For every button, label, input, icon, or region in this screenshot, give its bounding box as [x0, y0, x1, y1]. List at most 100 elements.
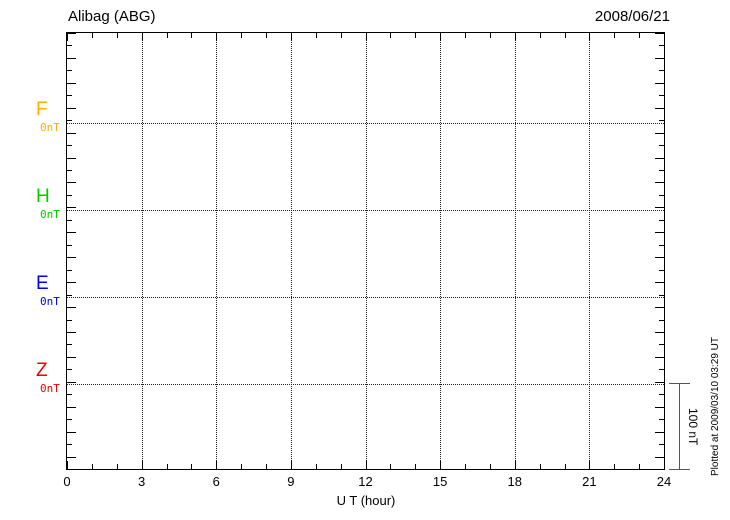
gridline-vertical [440, 33, 442, 469]
y-tick-major [655, 157, 664, 159]
y-tick-minor [67, 145, 72, 147]
y-tick-minor [67, 70, 72, 72]
x-tick-minor [614, 464, 616, 469]
x-tick-major [440, 33, 442, 41]
x-tick-minor [564, 464, 566, 469]
x-tick-minor [390, 464, 392, 469]
x-tick-minor [564, 33, 566, 38]
component-label-f: F 0nT [36, 100, 60, 134]
x-tick-minor [614, 33, 616, 38]
y-tick-minor [659, 70, 664, 72]
y-tick-major [67, 157, 76, 159]
y-tick-minor [659, 394, 664, 396]
y-tick-minor [659, 194, 664, 196]
y-tick-minor [67, 269, 72, 271]
x-tick-minor [415, 33, 417, 38]
y-tick-minor [67, 45, 72, 47]
y-tick-minor [659, 244, 664, 246]
y-tick-major [67, 356, 76, 358]
y-tick-minor [659, 120, 664, 122]
gridline-vertical [589, 33, 591, 469]
x-tick-minor [116, 33, 118, 38]
y-tick-minor [67, 319, 72, 321]
x-tick-minor [539, 33, 541, 38]
y-tick-major [67, 232, 76, 234]
y-tick-minor [659, 145, 664, 147]
y-tick-major [655, 107, 664, 109]
x-tick-minor [116, 464, 118, 469]
x-tick-major [141, 33, 143, 41]
y-tick-major [655, 182, 664, 184]
y-tick-major [655, 207, 664, 209]
y-tick-major [67, 381, 76, 383]
y-tick-minor [659, 344, 664, 346]
y-tick-minor [67, 369, 72, 371]
x-axis-tick-label: 6 [212, 474, 220, 489]
y-tick-minor [67, 219, 72, 221]
gridline-vertical [514, 33, 516, 469]
y-tick-major [67, 107, 76, 109]
x-tick-minor [315, 464, 317, 469]
x-tick-minor [639, 33, 641, 38]
component-letter-h: H [36, 186, 50, 207]
y-tick-minor [659, 219, 664, 221]
x-tick-minor [266, 464, 267, 469]
component-baseline-value-f: 0nT [40, 121, 60, 134]
y-tick-minor [67, 394, 72, 396]
x-axis-tick-label: 3 [138, 474, 146, 489]
y-tick-minor [659, 170, 664, 172]
component-label-z: Z 0nT [36, 361, 60, 395]
component-letter-z: Z [36, 360, 48, 381]
y-tick-major [67, 182, 76, 184]
x-tick-major [365, 33, 367, 41]
component-baseline-value-e: 0nT [40, 295, 60, 308]
plot-area [66, 32, 665, 470]
x-tick-minor [266, 33, 267, 38]
x-tick-minor [315, 33, 317, 38]
gridline-vertical [290, 33, 292, 469]
x-tick-minor [91, 33, 93, 38]
y-tick-major [655, 132, 664, 134]
component-label-h: H 0nT [36, 187, 60, 221]
y-tick-minor [67, 344, 72, 346]
scale-bar [669, 383, 690, 470]
x-tick-major [67, 461, 68, 469]
component-letter-e: E [36, 273, 49, 294]
x-axis-tick-label: 0 [63, 474, 71, 489]
y-tick-major [655, 307, 664, 309]
x-axis-tick-label: 15 [432, 474, 448, 489]
x-tick-minor [191, 33, 193, 38]
x-tick-minor [390, 33, 392, 38]
y-tick-major [67, 456, 76, 458]
y-tick-minor [659, 269, 664, 271]
y-tick-minor [67, 419, 72, 421]
y-tick-major [67, 82, 76, 84]
y-tick-major [67, 33, 76, 34]
plotted-at-stamp: Plotted at 2009/03/10 03:29 UT [710, 337, 721, 476]
gridline-baseline-h [67, 210, 664, 211]
y-tick-minor [67, 95, 72, 97]
x-axis-tick-label: 12 [358, 474, 373, 489]
y-tick-minor [659, 419, 664, 421]
y-tick-minor [659, 294, 664, 296]
y-tick-major [655, 282, 664, 284]
gridline-baseline-z [67, 384, 664, 385]
x-tick-major [514, 33, 516, 41]
x-tick-minor [241, 464, 243, 469]
y-tick-major [655, 381, 664, 383]
y-tick-minor [67, 244, 72, 246]
y-tick-major [67, 57, 76, 59]
y-tick-major [655, 57, 664, 59]
x-tick-major [216, 33, 218, 41]
x-tick-minor [166, 464, 168, 469]
x-tick-minor [166, 33, 168, 38]
x-tick-major [589, 33, 591, 41]
x-axis-tick-label: 21 [582, 474, 597, 489]
y-tick-major [67, 282, 76, 284]
scale-bar-cap-bottom [669, 469, 690, 470]
y-tick-major [655, 406, 664, 408]
x-tick-major [216, 461, 218, 469]
y-tick-major [67, 132, 76, 134]
y-tick-major [655, 456, 664, 458]
